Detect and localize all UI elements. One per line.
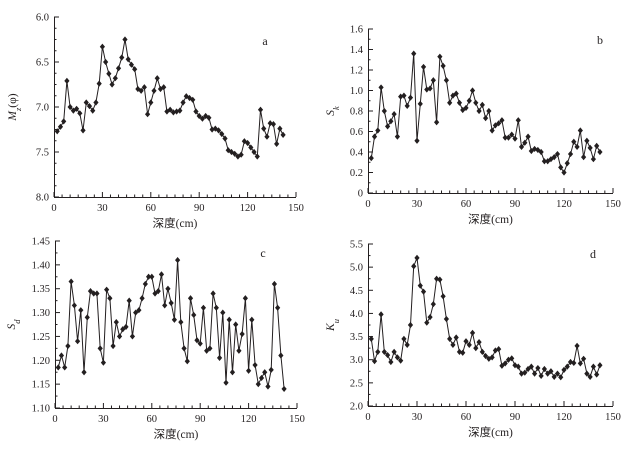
y-tick-label: 5.5 (350, 240, 363, 251)
y-tick-label: 5.0 (350, 263, 363, 274)
y-tick-label: 2.5 (350, 378, 363, 389)
y-tick-label: 4.0 (350, 309, 363, 320)
x-tick-label: 120 (556, 412, 572, 423)
x-tick-label: 120 (556, 199, 572, 210)
panel-d: 0 30 60 90 120 150 2.0 2.5 3.0 3.5 4.0 4.5 5.0 5.5 Ku 深… (325, 240, 621, 440)
y-tick-label: 2.0 (350, 402, 363, 413)
x-tick-label: 150 (605, 412, 621, 423)
x-tick-label: 0 (52, 414, 57, 425)
y-tick-label: 1.45 (32, 237, 50, 248)
y-tick-label: 1.20 (32, 356, 50, 367)
series-line (370, 53, 601, 174)
x-tick-label: 90 (510, 412, 521, 423)
y-axis-label: Ku (325, 319, 341, 332)
x-tick-label: 60 (461, 199, 472, 210)
axes (367, 28, 614, 194)
x-tick-label: 90 (510, 199, 521, 210)
y-tick-label: 0.2 (350, 168, 363, 179)
y-tick-label: 6.5 (36, 58, 49, 69)
x-tick-label: 30 (412, 199, 423, 210)
x-tick-label: 60 (146, 203, 157, 214)
x-tick-label: 0 (365, 412, 370, 423)
series-line (57, 260, 285, 389)
y-tick-label: 1.2 (350, 66, 363, 77)
x-tick-label: 60 (147, 414, 158, 425)
x-tick-label: 150 (288, 203, 304, 214)
x-tick-label: 150 (289, 414, 305, 425)
series-line (56, 39, 284, 158)
y-tick-label: 1.35 (32, 284, 50, 295)
y-axis-label: Mz(φ) (7, 93, 23, 121)
x-tick-label: 120 (240, 203, 256, 214)
series-line (370, 257, 601, 379)
y-tick-label: 8.0 (36, 193, 49, 204)
axes (54, 240, 298, 409)
x-tick-label: 150 (605, 199, 621, 210)
y-tick-label: 0.8 (350, 107, 363, 118)
x-tick-label: 90 (194, 203, 205, 214)
y-tick-label: 4.5 (350, 286, 363, 297)
series-markers (55, 256, 287, 393)
y-tick-label: 0.4 (350, 148, 364, 159)
x-tick-label: 0 (51, 203, 56, 214)
x-tick-label: 90 (195, 414, 206, 425)
panel-letter: b (597, 33, 603, 47)
y-tick-label: 1.25 (32, 332, 50, 343)
y-tick-label: 0.6 (350, 127, 363, 138)
panel-b: 0 30 60 90 120 150 0 0.2 0.4 0.6 0.8 1.0 1.2 1.4 1.6 Sk… (325, 25, 621, 227)
y-tick-label: 3.0 (350, 355, 363, 366)
y-tick-label: 1.15 (32, 380, 50, 391)
y-tick-label: 0 (358, 189, 363, 200)
x-tick-label: 0 (365, 199, 370, 210)
y-tick-label: 1.6 (350, 25, 363, 36)
x-axis-label: 深度(cm) (468, 425, 513, 439)
series-markers (368, 254, 603, 381)
panel-letter: d (590, 247, 596, 261)
y-tick-label: 3.5 (350, 332, 363, 343)
x-tick-label: 120 (241, 414, 257, 425)
y-tick-label: 1.10 (32, 404, 50, 415)
y-axis-label: Sk (325, 106, 341, 116)
panel-c: 0 30 60 90 120 150 1.10 1.15 1.20 1.25 1.30 1.35 1.4… (6, 237, 305, 442)
x-axis-label: 深度(cm) (154, 427, 199, 441)
x-axis-label: 深度(cm) (153, 216, 198, 230)
x-tick-label: 60 (461, 412, 472, 423)
y-tick-label: 1.30 (32, 308, 50, 319)
y-tick-label: 1.40 (32, 260, 50, 271)
panel-a: 0 30 60 90 120 150 6.0 6.5 7.0 7.5 8.0 Mz(φ) 深度(cm) a (7, 13, 304, 231)
y-tick-label: 6.0 (36, 13, 49, 24)
y-tick-label: 1.4 (350, 45, 364, 56)
y-tick-label: 7.5 (36, 148, 49, 159)
y-tick-label: 1.0 (350, 86, 363, 97)
x-axis-label: 深度(cm) (468, 212, 513, 226)
series-markers (54, 36, 286, 160)
panel-letter: c (260, 246, 265, 260)
x-tick-label: 30 (98, 414, 109, 425)
y-tick-label: 7.0 (36, 103, 49, 114)
panel-letter: a (262, 34, 268, 48)
axes (53, 16, 297, 198)
x-tick-label: 30 (412, 412, 423, 423)
x-tick-label: 30 (97, 203, 108, 214)
axes (367, 243, 614, 407)
series-markers (368, 50, 603, 176)
y-axis-label: Sd (6, 319, 22, 330)
